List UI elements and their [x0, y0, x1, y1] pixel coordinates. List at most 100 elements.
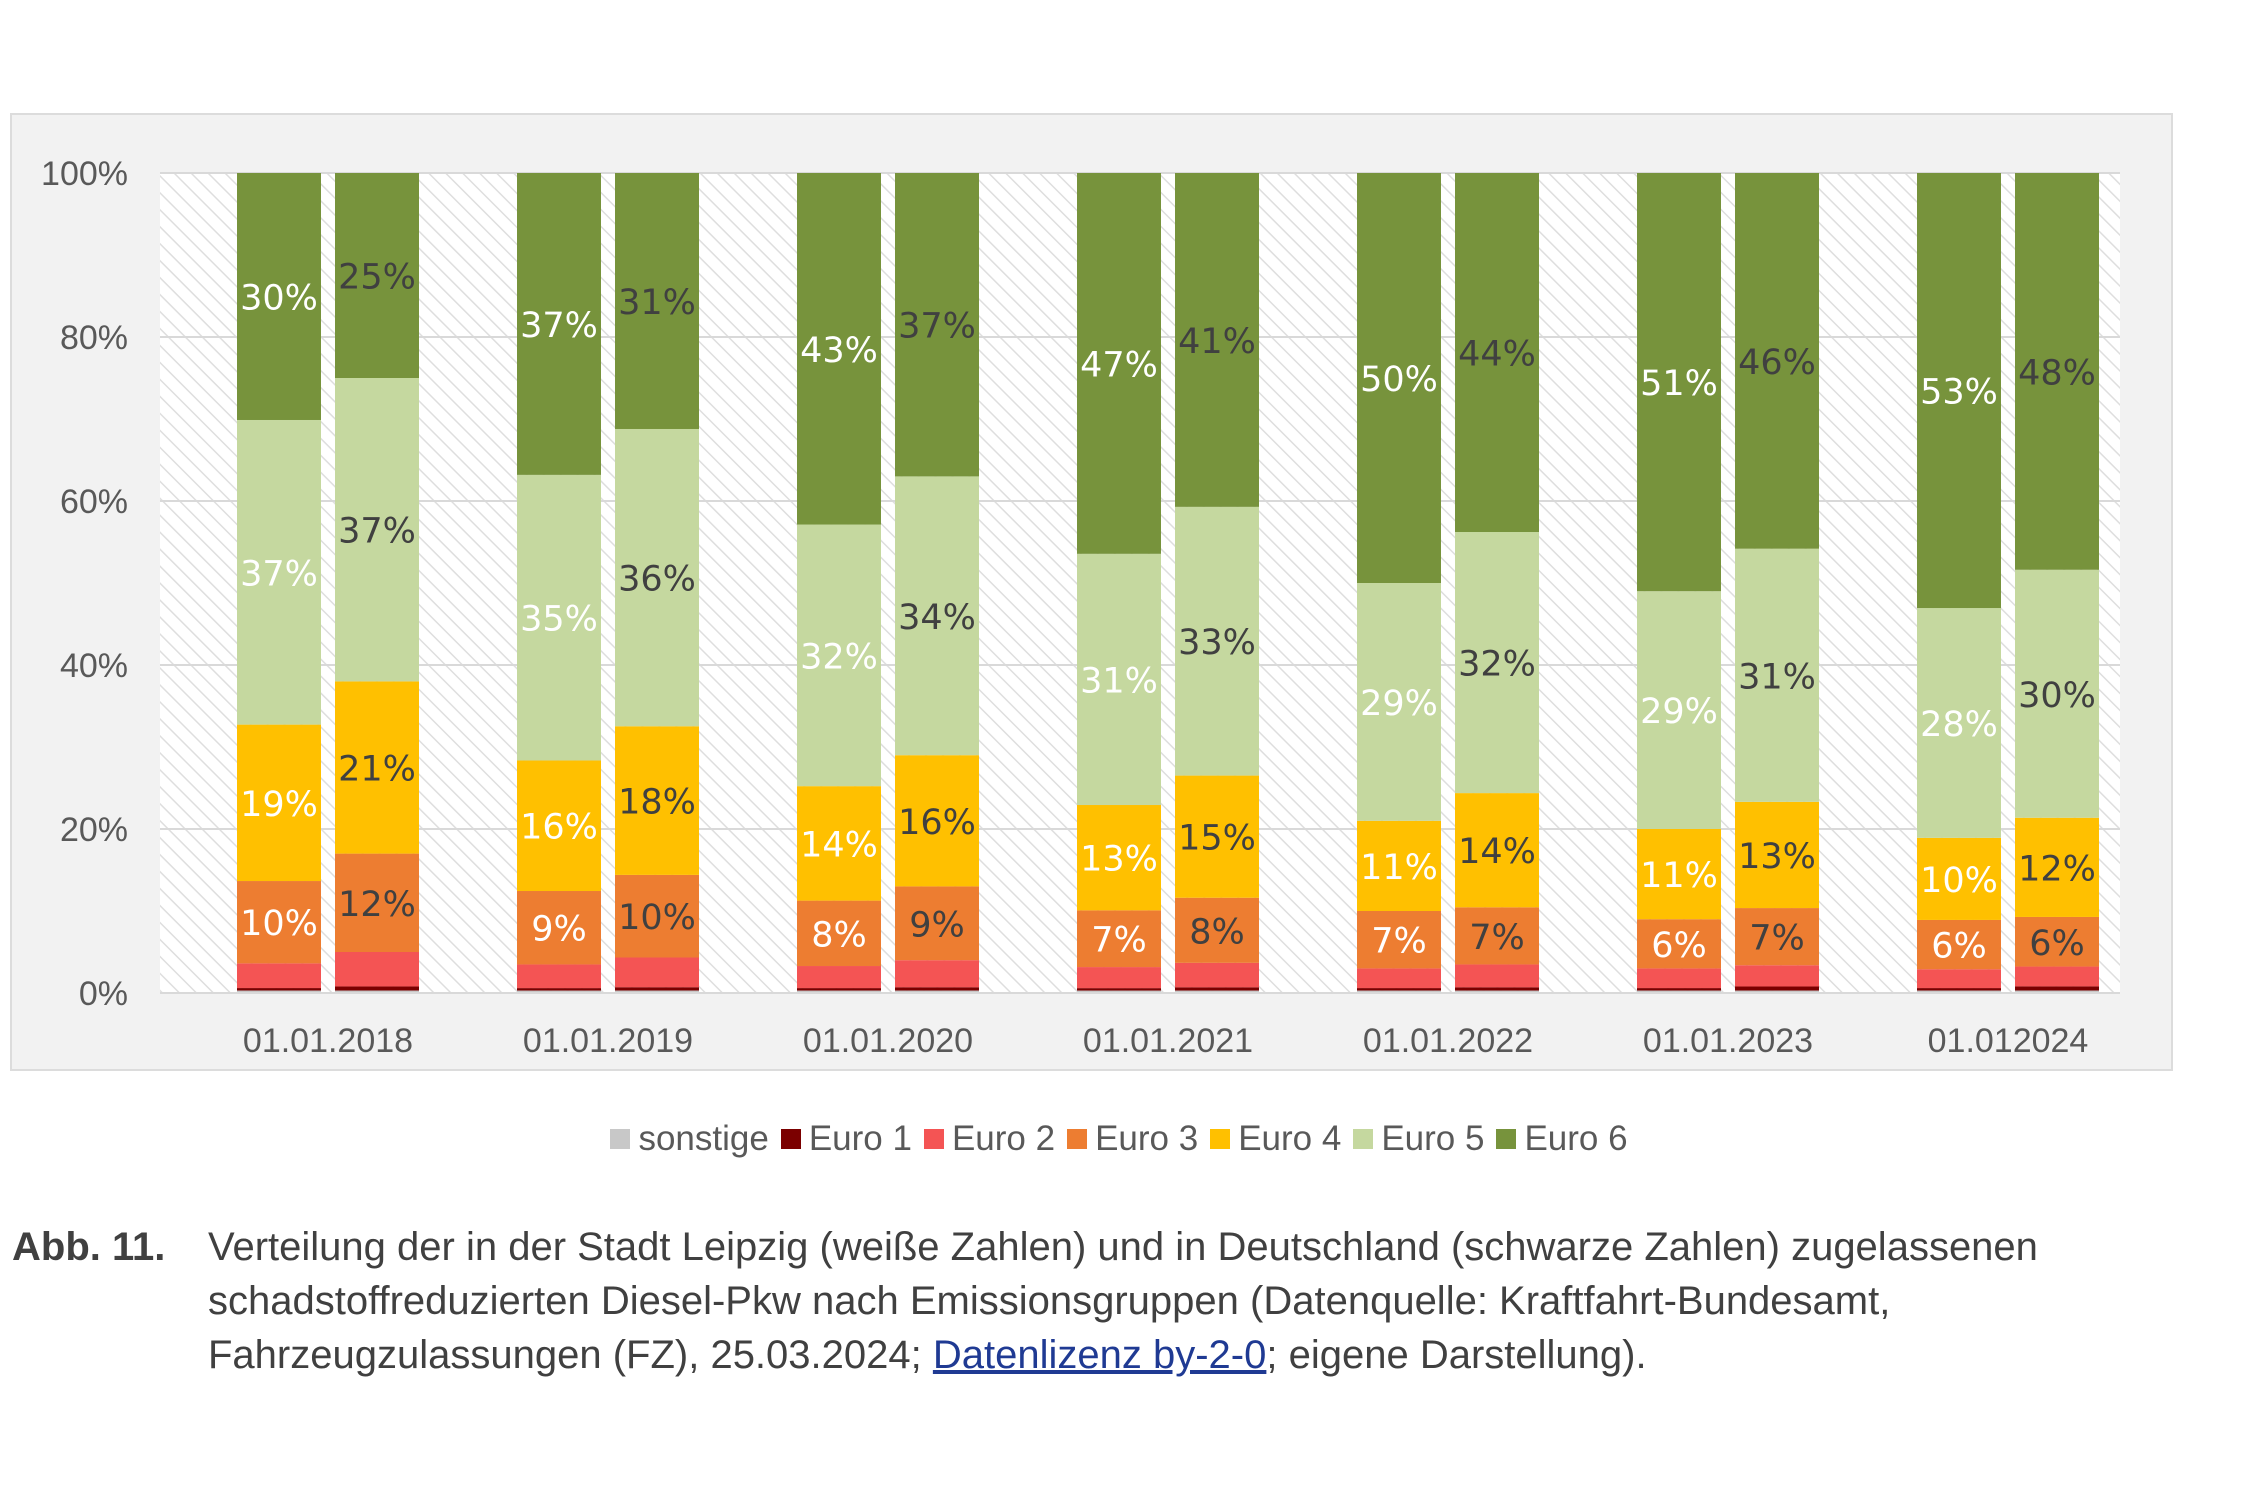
- x-category-label: 01.01.2022: [1363, 1022, 1533, 1060]
- bar-segment-euro-2: [1917, 969, 2001, 989]
- data-label: 43%: [800, 331, 878, 371]
- bar-segment-euro-2: [1735, 965, 1819, 987]
- bar-segment-euro-3: [1077, 910, 1161, 968]
- data-label: 37%: [338, 512, 416, 552]
- data-label: 44%: [1458, 335, 1536, 375]
- legend-label: Euro 2: [951, 1119, 1056, 1158]
- bar-segment-euro-1: [1175, 987, 1259, 991]
- bar-segment-euro-4: [1637, 829, 1721, 920]
- data-label: 29%: [1360, 684, 1438, 724]
- bar-segment-euro-6: [237, 173, 321, 420]
- bar-segment-euro-1: [797, 988, 881, 991]
- data-label: 53%: [1920, 373, 1998, 413]
- data-label: 8%: [811, 915, 867, 955]
- data-label: 46%: [1738, 343, 1816, 383]
- bar-segment-sonstige: [237, 990, 321, 993]
- bar-segment-euro-2: [1637, 968, 1721, 989]
- data-label: 10%: [1920, 861, 1998, 901]
- legend-label: sonstige: [638, 1119, 769, 1158]
- x-category-label: 01.01.2018: [243, 1022, 413, 1060]
- bar-segment-euro-4: [1357, 820, 1441, 911]
- data-label: 9%: [531, 910, 587, 950]
- bar-segment-euro-3: [895, 886, 979, 961]
- bar-segment-euro-3: [797, 900, 881, 967]
- data-label: 7%: [1469, 918, 1525, 958]
- bar-segment-euro-2: [1455, 964, 1539, 988]
- data-label: 13%: [1080, 840, 1158, 880]
- legend-swatch: [1210, 1129, 1231, 1149]
- bar-segment-euro-6: [1357, 173, 1441, 583]
- bar-segment-euro-3: [1735, 908, 1819, 966]
- legend-item: Euro 2: [923, 1119, 1056, 1159]
- data-label: 15%: [1178, 819, 1256, 859]
- data-label: 31%: [1080, 661, 1158, 701]
- bar-segment-euro-2: [1175, 962, 1259, 988]
- bar-segment-euro-4: [237, 724, 321, 882]
- data-label: 51%: [1640, 364, 1718, 404]
- x-category-label: 01.01.2021: [1083, 1022, 1253, 1060]
- bar-segment-euro-3: [1175, 897, 1259, 963]
- bar-segment-euro-6: [517, 173, 601, 475]
- license-link[interactable]: Datenlizenz by-2-0: [932, 1333, 1267, 1377]
- bar-segment-euro-1: [1455, 987, 1539, 991]
- data-label: 37%: [240, 554, 318, 594]
- data-label: 47%: [1080, 345, 1158, 385]
- bar-segment-euro-2: [237, 963, 321, 989]
- data-label: 13%: [1738, 837, 1816, 877]
- bar-segment-sonstige: [1077, 990, 1161, 993]
- bar-segment-euro-1: [2015, 986, 2099, 991]
- data-label: 16%: [520, 808, 598, 848]
- caption-text-before-link: Verteilung der in der Stadt Leipzig (wei…: [208, 1225, 2038, 1377]
- bar-segment-sonstige: [1637, 990, 1721, 993]
- data-label: 12%: [2018, 849, 2096, 889]
- bar-segment-euro-5: [1735, 548, 1819, 802]
- data-label: 36%: [618, 560, 696, 600]
- data-label: 16%: [898, 803, 976, 843]
- bar-segment-euro-1: [1735, 986, 1819, 991]
- bar-segment-euro-2: [895, 960, 979, 988]
- bar-segment-euro-4: [1455, 793, 1539, 908]
- bar-segment-euro-2: [1357, 968, 1441, 989]
- caption-text: Verteilung der in der Stadt Leipzig (wei…: [208, 1220, 2242, 1382]
- data-label: 18%: [618, 783, 696, 823]
- data-label: 7%: [1371, 922, 1427, 962]
- bar-segment-euro-6: [1175, 173, 1259, 507]
- bar-segment-sonstige: [1917, 990, 2001, 993]
- bar-segment-sonstige: [1357, 990, 1441, 993]
- legend-item: sonstige: [610, 1119, 769, 1159]
- bar-segment-sonstige: [895, 990, 979, 993]
- data-label: 7%: [1091, 921, 1147, 961]
- bar-segment-sonstige: [335, 990, 419, 993]
- bar-segment-euro-4: [1735, 801, 1819, 909]
- bar-segment-euro-4: [517, 760, 601, 892]
- bar-segment-euro-3: [1637, 919, 1721, 969]
- bar-segment-sonstige: [1175, 990, 1259, 993]
- bar-segment-euro-5: [1175, 506, 1259, 776]
- bar-segment-sonstige: [517, 990, 601, 993]
- data-label: 31%: [618, 283, 696, 323]
- bar-segment-euro-1: [237, 988, 321, 991]
- data-label: 6%: [1931, 927, 1987, 967]
- data-label: 37%: [898, 307, 976, 347]
- bar-segment-euro-2: [797, 966, 881, 989]
- legend-item: Euro 5: [1353, 1119, 1484, 1159]
- bar-segment-euro-5: [797, 524, 881, 787]
- legend-swatch: [610, 1129, 631, 1149]
- bar-segment-euro-4: [1917, 837, 2001, 920]
- y-tick-label: 40%: [60, 647, 128, 685]
- bar-segment-euro-4: [335, 681, 419, 854]
- bar-segment-euro-6: [797, 173, 881, 525]
- bar-segment-euro-4: [615, 726, 699, 875]
- data-label: 19%: [240, 785, 318, 825]
- bar-segment-euro-5: [2015, 569, 2099, 818]
- bar-segment-euro-2: [2015, 966, 2099, 987]
- bar-segment-euro-1: [1637, 988, 1721, 991]
- data-label: 48%: [2018, 353, 2096, 393]
- bar-segment-euro-6: [615, 173, 699, 429]
- data-label: 41%: [1178, 322, 1256, 362]
- data-label: 6%: [1651, 926, 1707, 966]
- data-label: 21%: [338, 750, 416, 790]
- bar-segment-sonstige: [797, 990, 881, 993]
- data-label: 10%: [618, 898, 696, 938]
- legend-label: Euro 3: [1095, 1119, 1199, 1158]
